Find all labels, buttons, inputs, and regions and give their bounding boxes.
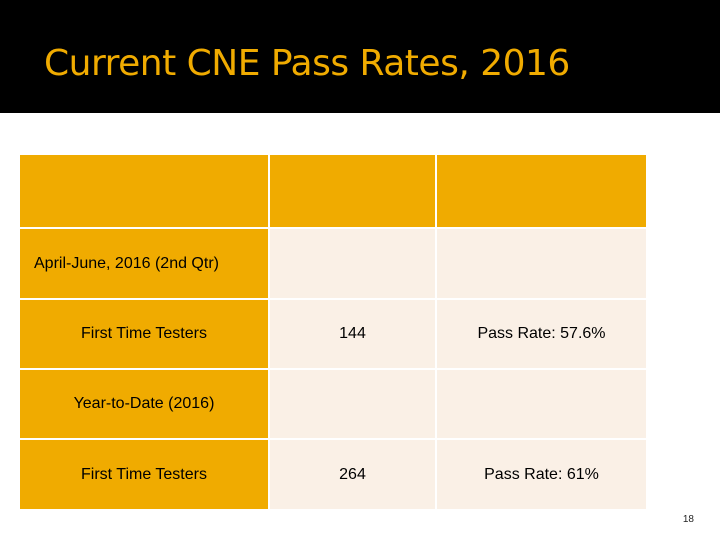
table-cell-rate <box>437 370 646 440</box>
header-cell-rate <box>437 155 646 229</box>
table-row-label: First Time Testers <box>20 300 270 370</box>
page-number: 18 <box>682 514 694 525</box>
table-cell-rate <box>437 229 646 300</box>
header-cell-value <box>270 155 437 229</box>
slide-title: Current CNE Pass Rates, 2016 <box>44 43 570 84</box>
pass-rate-ytd: Pass Rate: 61% <box>484 465 599 483</box>
table-cell-value: 264 <box>270 440 437 509</box>
header-cell-label <box>20 155 270 229</box>
table-row-label: Year-to-Date (2016) <box>20 370 270 440</box>
row-label-year-to-date: Year-to-Date (2016) <box>73 395 215 412</box>
pass-rate-quarter: Pass Rate: 57.6% <box>477 325 606 342</box>
table-cell-value: 144 <box>270 300 437 370</box>
table-cell-value <box>270 229 437 300</box>
table-row-label: First Time Testers <box>20 440 270 509</box>
row-label-quarter: April-June, 2016 (2nd Qtr) <box>34 254 219 272</box>
row-label-first-time-testers: First Time Testers <box>81 325 207 342</box>
tester-count-quarter: 144 <box>339 325 366 342</box>
table-cell-value <box>270 370 437 440</box>
pass-rates-table: April-June, 2016 (2nd Qtr) First Time Te… <box>20 155 646 509</box>
title-bar: Current CNE Pass Rates, 2016 <box>0 0 720 113</box>
table-cell-rate: Pass Rate: 61% <box>437 440 646 509</box>
table-row-label: April-June, 2016 (2nd Qtr) <box>20 229 270 300</box>
table-cell-rate: Pass Rate: 57.6% <box>437 300 646 370</box>
tester-count-ytd: 264 <box>339 465 366 483</box>
row-label-first-time-testers: First Time Testers <box>81 465 207 483</box>
